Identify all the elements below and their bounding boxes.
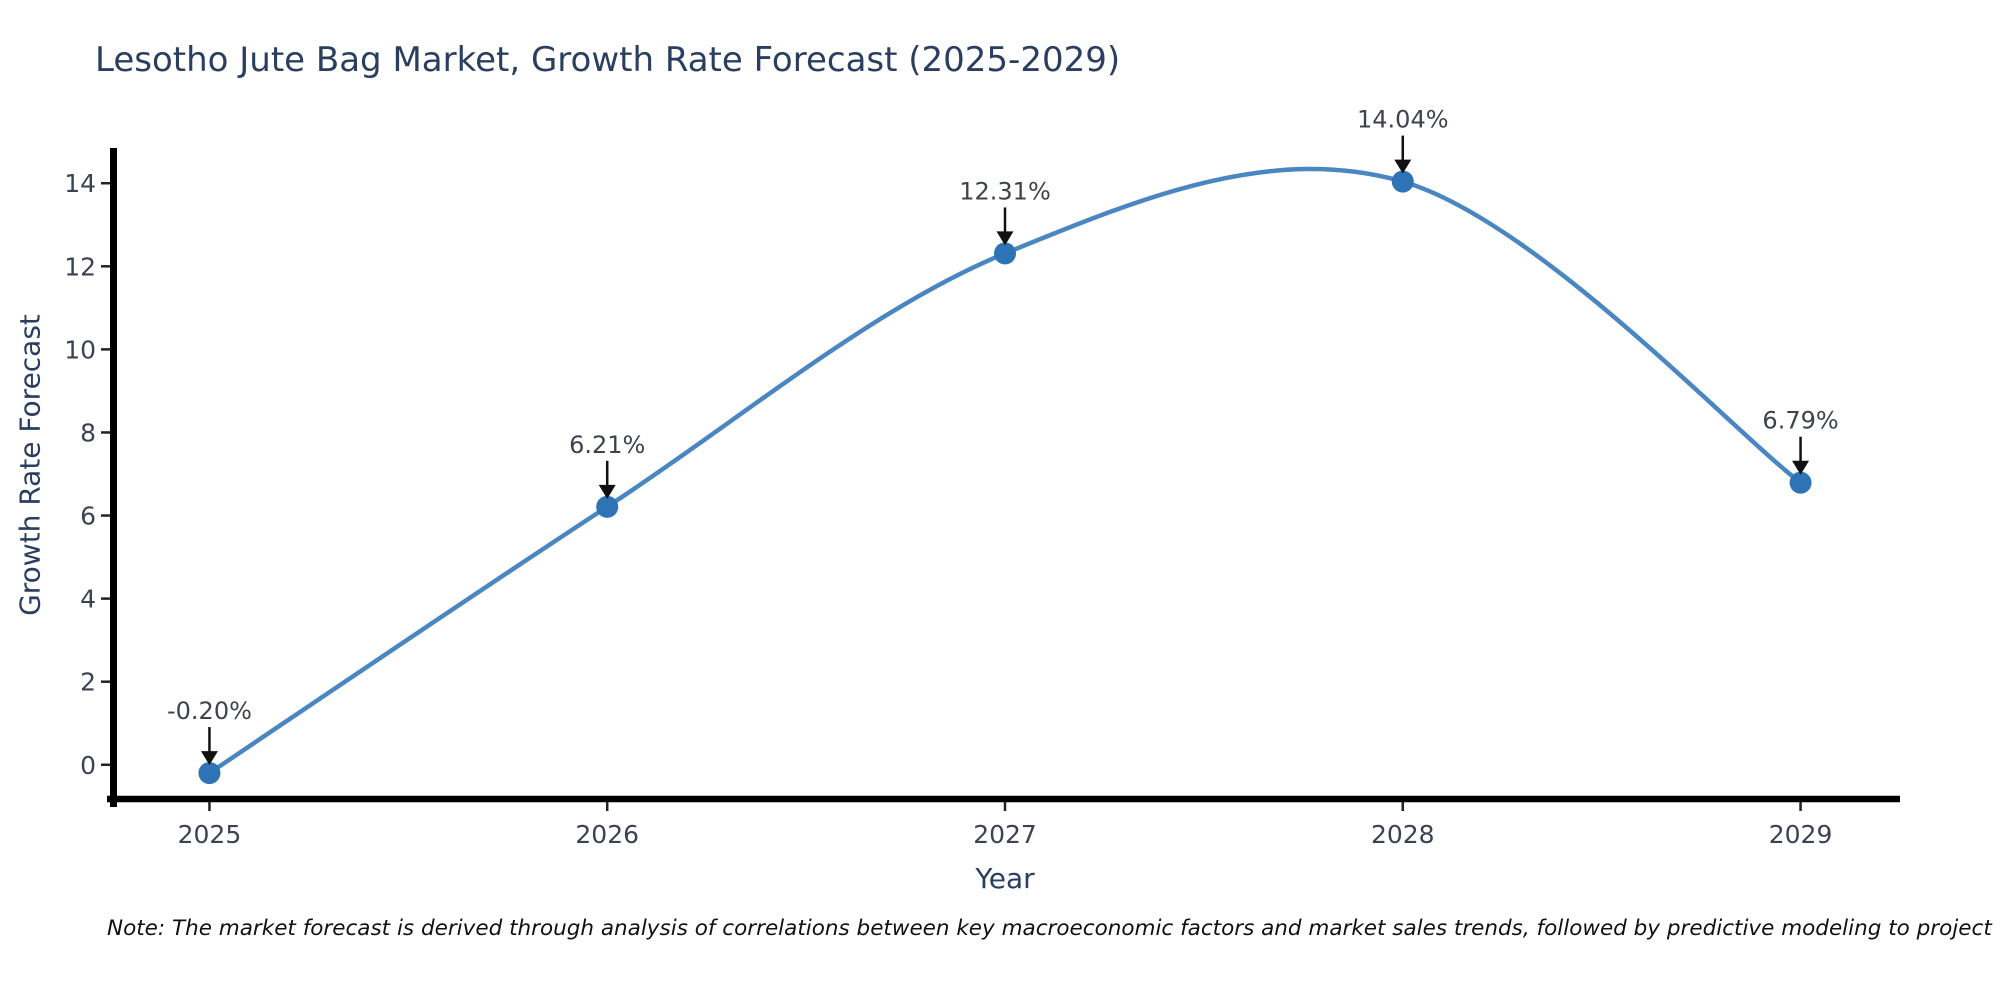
x-tick-label: 2027 — [973, 820, 1037, 849]
data-point-marker — [994, 242, 1016, 265]
y-tick-label: 0 — [80, 751, 96, 780]
y-tick-label: 12 — [64, 252, 96, 281]
annotation-arrow-head — [1792, 460, 1810, 475]
x-tick-label: 2026 — [575, 820, 639, 849]
data-point-marker — [1391, 170, 1414, 193]
data-point-value-label: 6.79% — [1762, 407, 1838, 435]
data-point-value-label: 14.04% — [1357, 106, 1449, 134]
data-point-marker — [596, 495, 619, 518]
data-point-value-label: 12.31% — [959, 177, 1051, 205]
x-tick-label: 2028 — [1371, 820, 1435, 849]
annotation-arrow-head — [200, 751, 218, 766]
annotation-arrow-head — [1394, 159, 1412, 174]
annotation-arrow-head — [996, 231, 1014, 246]
x-tick-label: 2025 — [178, 820, 242, 849]
data-point-value-label: -0.20% — [167, 697, 252, 725]
footnote: Note: The market forecast is derived thr… — [107, 916, 2000, 941]
y-tick-label: 8 — [80, 418, 96, 447]
data-point-value-label: 6.21% — [569, 431, 645, 459]
x-tick-label: 2029 — [1769, 820, 1833, 849]
y-tick-label: 6 — [80, 502, 96, 531]
y-tick-label: 4 — [80, 585, 96, 614]
annotation-arrow-head — [598, 484, 616, 499]
y-tick-label: 10 — [64, 335, 96, 364]
data-point-marker — [1789, 471, 1812, 494]
x-axis-title: Year — [975, 862, 1035, 895]
y-tick-label: 2 — [80, 668, 96, 697]
chart-title: Lesotho Jute Bag Market, Growth Rate For… — [95, 40, 1121, 80]
y-tick-label: 14 — [64, 169, 96, 198]
data-point-marker — [198, 762, 221, 785]
